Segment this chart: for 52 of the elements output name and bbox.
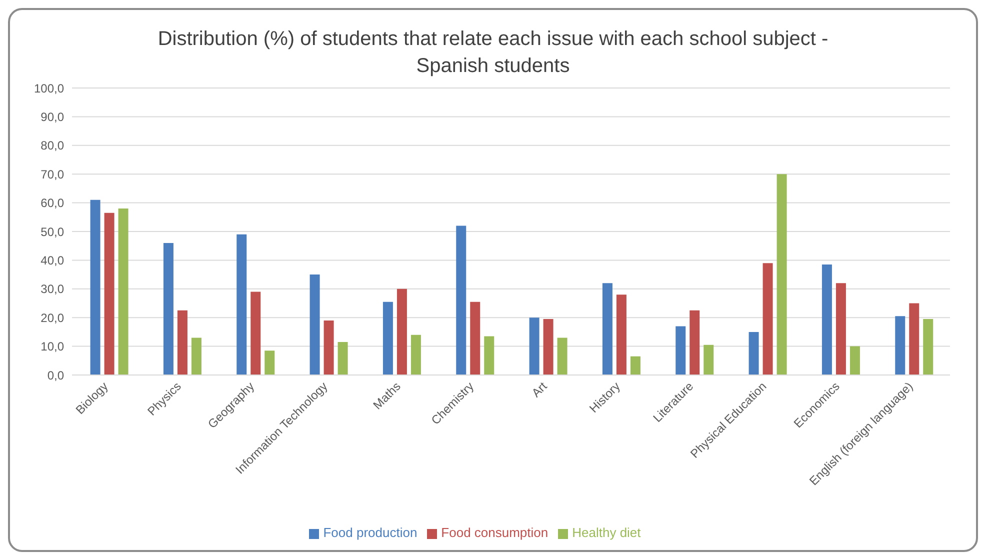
bar xyxy=(90,200,100,375)
bar xyxy=(630,356,640,375)
bar xyxy=(163,242,174,375)
bar xyxy=(310,274,320,375)
bar xyxy=(324,320,334,375)
legend-label: Healthy diet xyxy=(572,525,641,540)
legend-label: Food production xyxy=(323,525,418,540)
bar xyxy=(748,332,759,375)
bar xyxy=(250,292,261,375)
y-tick-label: 90,0 xyxy=(40,110,64,124)
bar xyxy=(909,303,920,375)
bar xyxy=(895,316,906,375)
bar xyxy=(396,288,407,375)
y-tick-label: 10,0 xyxy=(40,340,64,354)
y-tick-label: 0,0 xyxy=(47,368,64,382)
bar xyxy=(762,263,773,375)
y-tick-label: 40,0 xyxy=(40,253,64,268)
bar xyxy=(822,264,832,375)
bar xyxy=(776,174,787,375)
chart-title: Distribution (%) of students that relate each issue with each school subject - Spanish students xyxy=(156,27,830,79)
bar xyxy=(118,208,128,375)
bar xyxy=(470,302,480,375)
bar xyxy=(557,338,568,375)
bar xyxy=(484,336,494,375)
y-tick-label: 80,0 xyxy=(40,138,64,153)
y-tick-label: 60,0 xyxy=(40,196,64,210)
bar xyxy=(529,318,540,375)
y-tick-label: 30,0 xyxy=(40,282,64,296)
y-tick-label: 70,0 xyxy=(40,167,64,182)
bar xyxy=(616,294,626,375)
y-tick-label: 100,0 xyxy=(34,81,64,96)
bar xyxy=(602,283,612,375)
bar xyxy=(177,310,188,375)
bar xyxy=(191,338,202,375)
bar xyxy=(543,319,554,375)
bar xyxy=(456,226,466,375)
bar xyxy=(338,342,348,375)
bar xyxy=(690,310,700,375)
legend-label: Food consumption xyxy=(441,525,548,540)
bar xyxy=(676,326,686,375)
bar xyxy=(836,283,846,375)
bar xyxy=(236,234,247,375)
bar xyxy=(264,350,275,375)
bar xyxy=(704,344,714,375)
bar xyxy=(104,212,114,375)
bar xyxy=(382,302,393,375)
bar xyxy=(850,346,860,375)
bar xyxy=(923,319,934,375)
y-tick-label: 20,0 xyxy=(40,310,64,325)
bar xyxy=(410,334,421,375)
y-tick-label: 50,0 xyxy=(40,224,64,239)
x-tick-label: Art xyxy=(528,378,550,400)
